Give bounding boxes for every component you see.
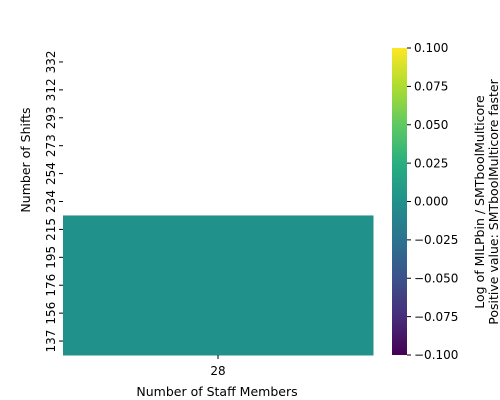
- y-tick-label: 215: [44, 218, 58, 241]
- y-axis-ticks: 332 312 293 273 254 234 215 195 176 156 137: [44, 51, 63, 353]
- y-tick-label: 137: [44, 330, 58, 353]
- y-tick-label: 176: [44, 274, 58, 297]
- colorbar-tick-label: −0.025: [414, 233, 458, 247]
- colorbar-label-line1: Log of MILPbin / SMTboolMulticore: [472, 95, 487, 309]
- heatmap-cell: [63, 243, 374, 272]
- colorbar-tick-label: 0.025: [414, 156, 448, 170]
- colorbar-tick-label: 0.100: [414, 41, 448, 55]
- heatmap-cell: [63, 299, 374, 328]
- colorbar-ticks: 0.100 0.075 0.050 0.025 0.000 −0.025 −0.050 −0.…: [407, 41, 458, 362]
- heatmap-cells: [63, 215, 374, 356]
- colorbar-tick-label: −0.075: [414, 310, 458, 324]
- heatmap-cell: [63, 327, 374, 356]
- y-axis-label: Number of Shifts: [18, 107, 33, 212]
- colorbar: [392, 48, 407, 355]
- y-tick-label: 273: [44, 134, 58, 157]
- colorbar-tick-label: 0.000: [414, 195, 448, 209]
- colorbar-tick-label: −0.100: [414, 348, 458, 362]
- heatmap-cell: [63, 215, 374, 244]
- x-axis-ticks: 28: [210, 355, 226, 378]
- y-tick-label: 156: [44, 302, 58, 325]
- x-axis-label: Number of Staff Members: [136, 384, 297, 399]
- colorbar-tick-label: 0.075: [414, 80, 448, 94]
- colorbar-tick-label: 0.050: [414, 118, 448, 132]
- y-tick-label: 195: [44, 246, 58, 269]
- x-tick-label: 28: [210, 364, 225, 378]
- y-tick-label: 312: [44, 78, 58, 101]
- y-tick-label: 332: [44, 51, 58, 74]
- y-tick-label: 293: [44, 106, 58, 129]
- y-tick-label: 234: [44, 190, 58, 213]
- colorbar-tick-label: −0.050: [414, 271, 458, 285]
- colorbar-label-line2: Positive value: SMTboolMulticore faster: [486, 78, 500, 324]
- heatmap-cell: [63, 271, 374, 300]
- y-tick-label: 254: [44, 162, 58, 185]
